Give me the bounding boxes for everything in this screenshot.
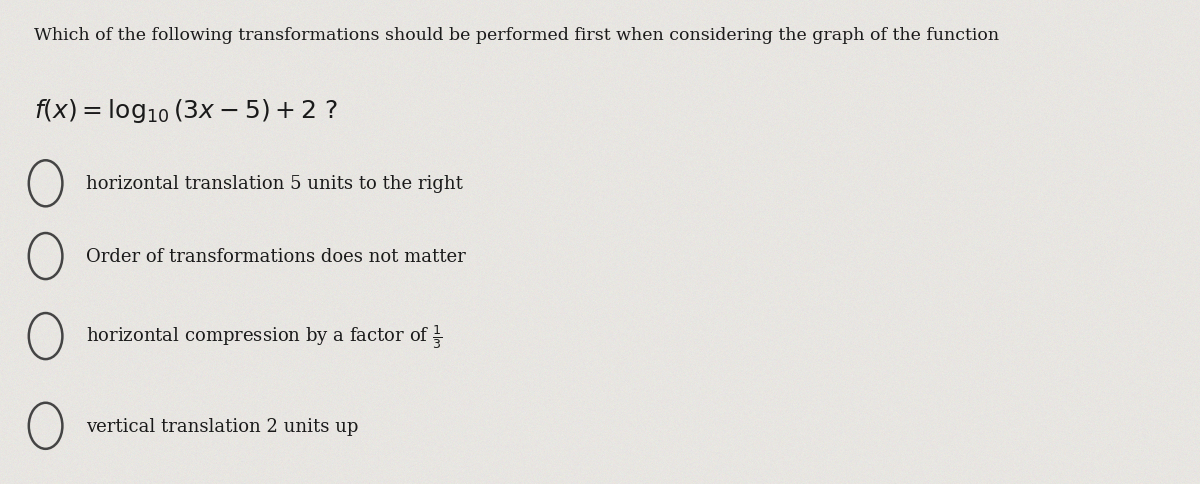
Text: vertical translation 2 units up: vertical translation 2 units up <box>86 417 359 435</box>
Text: horizontal translation 5 units to the right: horizontal translation 5 units to the ri… <box>86 175 463 193</box>
Text: Order of transformations does not matter: Order of transformations does not matter <box>86 247 466 266</box>
Text: horizontal compression by a factor of $\frac{1}{3}$: horizontal compression by a factor of $\… <box>86 322 443 350</box>
Text: $\mathit{f}(\mathit{x}) = \log_{10}(3\mathit{x} - 5) + 2\ ?$: $\mathit{f}(\mathit{x}) = \log_{10}(3\ma… <box>34 97 337 125</box>
Text: Which of the following transformations should be performed first when considerin: Which of the following transformations s… <box>34 27 998 44</box>
